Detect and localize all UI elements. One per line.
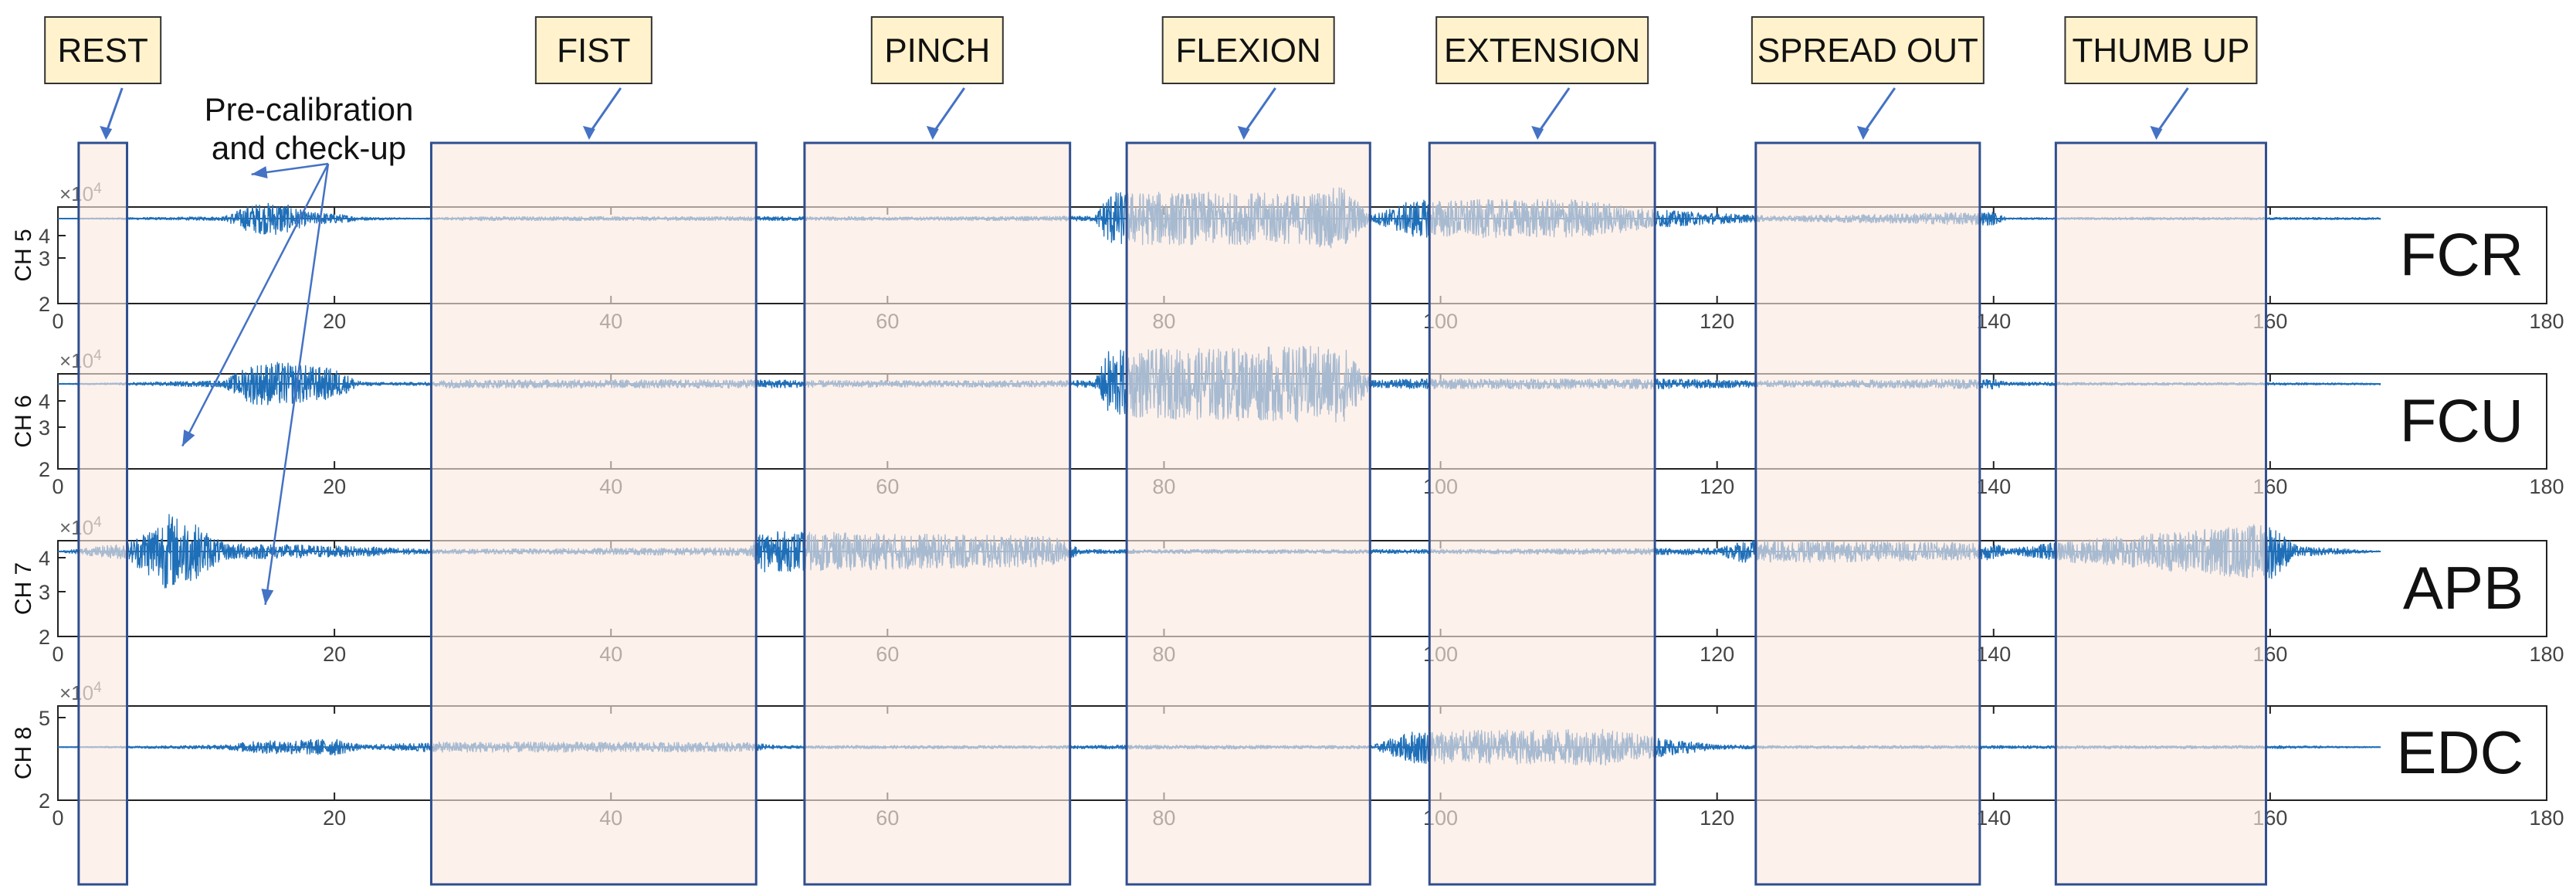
x-tick-label: 120 bbox=[1700, 643, 1734, 666]
channel-label: CH 8 bbox=[11, 727, 36, 779]
x-tick-label: 140 bbox=[1976, 643, 2011, 666]
region-pointer bbox=[104, 87, 124, 134]
region-pointer-head bbox=[1531, 126, 1544, 140]
annotation-arrow-head bbox=[251, 166, 268, 178]
x-tick-label: 20 bbox=[323, 475, 346, 498]
y-tick-label: 2 bbox=[39, 626, 50, 649]
y-tick-label: 3 bbox=[39, 247, 50, 270]
x-tick-label: 180 bbox=[2529, 310, 2564, 333]
y-tick-label: 3 bbox=[39, 416, 50, 440]
y-tick-label: 4 bbox=[39, 390, 50, 413]
x-tick-label: 140 bbox=[1976, 310, 2011, 333]
region-pointer-head bbox=[100, 126, 113, 140]
region-pointer-head bbox=[926, 126, 939, 140]
y-tick-label: 2 bbox=[39, 458, 50, 481]
region-box bbox=[429, 141, 758, 886]
region-box bbox=[2054, 141, 2268, 886]
muscle-label: FCU bbox=[2400, 387, 2523, 455]
annotation-line-1: Pre-calibration bbox=[205, 91, 414, 127]
region-label-box bbox=[534, 16, 652, 84]
region-pointer bbox=[931, 87, 966, 134]
x-tick-label: 180 bbox=[2529, 475, 2564, 498]
region-flexion: FLEXION bbox=[1125, 16, 1371, 886]
x-tick-label: 120 bbox=[1700, 806, 1734, 830]
region-label-box bbox=[1161, 16, 1335, 84]
x-tick-label: 140 bbox=[1976, 475, 2011, 498]
region-pointer-head bbox=[1856, 126, 1869, 140]
annotation-arrow-head bbox=[261, 589, 274, 605]
x-tick-label: 120 bbox=[1700, 310, 1734, 333]
region-thumb-up: THUMB UP bbox=[2054, 16, 2268, 886]
x-tick-label: 140 bbox=[1976, 806, 2011, 830]
region-box bbox=[1428, 141, 1656, 886]
x-tick-label: 20 bbox=[323, 806, 346, 830]
region-label: FLEXION bbox=[1176, 32, 1321, 70]
region-pointer bbox=[1536, 87, 1571, 134]
region-pointer bbox=[588, 87, 622, 134]
x-tick-label: 0 bbox=[52, 475, 63, 498]
muscle-label: APB bbox=[2403, 554, 2523, 622]
region-label-box bbox=[2064, 16, 2258, 84]
region-pointer-head bbox=[1237, 126, 1250, 140]
gesture-regions: REST FIST PINCH FLEXION EXTENSION SPREAD OUT T… bbox=[44, 16, 2268, 886]
annotation-arrow-head bbox=[182, 429, 195, 446]
x-tick-label: 180 bbox=[2529, 643, 2564, 666]
region-label-box bbox=[44, 16, 162, 84]
region-fist: FIST bbox=[429, 16, 758, 886]
region-pinch: PINCH bbox=[803, 16, 1072, 886]
muscle-label: FCR bbox=[2400, 221, 2523, 289]
annotation-arrow bbox=[181, 163, 330, 447]
x-tick-label: 180 bbox=[2529, 806, 2564, 830]
region-label-box bbox=[870, 16, 1004, 84]
region-spread-out: SPREAD OUT bbox=[1751, 16, 1985, 886]
x-tick-label: 0 bbox=[52, 643, 63, 666]
annotation-line-2: and check-up bbox=[212, 130, 406, 166]
region-box bbox=[1125, 141, 1371, 886]
region-label: EXTENSION bbox=[1444, 32, 1640, 70]
region-pointer-head bbox=[582, 126, 595, 140]
channel-label: CH 7 bbox=[11, 562, 36, 615]
annotation: Pre-calibration and check-up bbox=[181, 91, 414, 606]
region-label: FIST bbox=[557, 32, 630, 70]
muscle-label: EDC bbox=[2396, 718, 2523, 786]
x-tick-label: 0 bbox=[52, 310, 63, 333]
x-tick-label: 0 bbox=[52, 806, 63, 830]
region-label: REST bbox=[58, 32, 148, 70]
channel-label: CH 6 bbox=[11, 395, 36, 447]
y-tick-label: 2 bbox=[39, 293, 50, 316]
region-label: SPREAD OUT bbox=[1757, 32, 1978, 70]
region-label-box bbox=[1435, 16, 1649, 84]
region-box bbox=[803, 141, 1072, 886]
region-rest: REST bbox=[44, 16, 162, 886]
region-box bbox=[77, 141, 129, 886]
region-pointer bbox=[1242, 87, 1276, 134]
y-tick-label: 3 bbox=[39, 581, 50, 604]
region-extension: EXTENSION bbox=[1428, 16, 1656, 886]
y-tick-label: 2 bbox=[39, 789, 50, 813]
region-pointer bbox=[2155, 87, 2189, 134]
y-tick-label: 4 bbox=[39, 547, 50, 570]
annotation-arrow bbox=[264, 163, 330, 606]
region-label-box bbox=[1751, 16, 1985, 84]
region-label: THUMB UP bbox=[2073, 32, 2250, 70]
x-tick-label: 20 bbox=[323, 310, 346, 333]
region-label: PINCH bbox=[884, 32, 990, 70]
region-box bbox=[1754, 141, 1981, 886]
channel-label: CH 5 bbox=[11, 229, 36, 281]
region-pointer bbox=[1862, 87, 1896, 134]
region-pointer-head bbox=[2150, 126, 2163, 140]
x-tick-label: 20 bbox=[323, 643, 346, 666]
y-tick-label: 5 bbox=[39, 707, 50, 730]
y-tick-label: 4 bbox=[39, 225, 50, 248]
x-tick-label: 120 bbox=[1700, 475, 1734, 498]
